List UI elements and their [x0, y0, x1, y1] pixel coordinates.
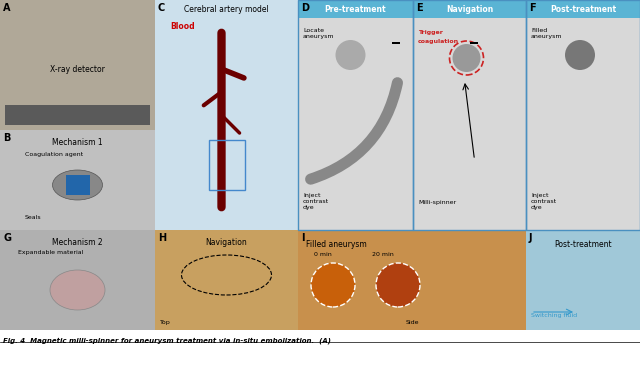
FancyBboxPatch shape — [0, 230, 155, 330]
Text: Expandable material: Expandable material — [18, 250, 83, 255]
Text: Filled
aneurysm: Filled aneurysm — [531, 28, 563, 39]
Text: Locate
aneurysm: Locate aneurysm — [303, 28, 335, 39]
Text: E: E — [416, 3, 422, 13]
Circle shape — [565, 40, 595, 70]
Bar — [298, 0, 413, 230]
Text: 0 min: 0 min — [314, 252, 332, 257]
Text: G: G — [3, 233, 11, 243]
FancyBboxPatch shape — [413, 0, 526, 18]
Text: X-ray detector: X-ray detector — [50, 65, 105, 75]
Bar — [470, 42, 478, 44]
Bar — [65, 175, 90, 195]
Ellipse shape — [50, 270, 105, 310]
Text: A: A — [3, 3, 10, 13]
Bar — [413, 0, 526, 230]
Text: Milli-spinner: Milli-spinner — [418, 200, 456, 205]
FancyBboxPatch shape — [298, 0, 413, 230]
Bar — [392, 42, 400, 44]
FancyBboxPatch shape — [298, 0, 413, 18]
FancyBboxPatch shape — [155, 0, 298, 230]
Text: Mechanism 1: Mechanism 1 — [52, 138, 103, 147]
Bar — [0, 0, 155, 130]
Circle shape — [452, 44, 481, 72]
Bar — [5, 105, 150, 125]
Bar — [209, 140, 244, 190]
Text: 20 min: 20 min — [372, 252, 394, 257]
FancyArrowPatch shape — [204, 94, 220, 105]
Text: Side: Side — [405, 320, 419, 325]
Text: Mechanism 2: Mechanism 2 — [52, 238, 103, 247]
FancyBboxPatch shape — [526, 0, 640, 18]
FancyArrowPatch shape — [224, 70, 244, 78]
FancyBboxPatch shape — [413, 0, 526, 230]
Text: Blood: Blood — [170, 22, 195, 31]
Text: F: F — [529, 3, 536, 13]
Ellipse shape — [52, 170, 102, 200]
Text: H: H — [158, 233, 166, 243]
Text: C: C — [158, 3, 165, 13]
FancyBboxPatch shape — [298, 230, 526, 330]
Text: Post-treatment: Post-treatment — [550, 4, 616, 14]
Text: Post-treatment: Post-treatment — [554, 240, 612, 249]
Text: Filled aneurysm: Filled aneurysm — [306, 240, 367, 249]
Text: Switching fluid: Switching fluid — [531, 313, 577, 318]
Text: Fig. 4  Magnetic milli-spinner for aneurysm treatment via in-situ embolization. : Fig. 4 Magnetic milli-spinner for aneury… — [3, 337, 331, 344]
Text: J: J — [529, 233, 532, 243]
Text: B: B — [3, 133, 10, 143]
Text: D: D — [301, 3, 309, 13]
FancyBboxPatch shape — [155, 230, 298, 330]
Text: Navigation: Navigation — [446, 4, 493, 14]
Text: Trigger: Trigger — [418, 30, 443, 41]
Text: Inject
contrast
dye: Inject contrast dye — [531, 193, 557, 210]
Text: Navigation: Navigation — [205, 238, 248, 247]
Text: Top: Top — [160, 320, 171, 325]
Circle shape — [376, 263, 420, 307]
Text: Seals: Seals — [25, 215, 42, 220]
FancyArrowPatch shape — [310, 83, 397, 179]
FancyBboxPatch shape — [526, 0, 640, 230]
Text: Pre-treatment: Pre-treatment — [324, 4, 387, 14]
Text: Inject
contrast
dye: Inject contrast dye — [303, 193, 329, 210]
Text: coagulation: coagulation — [418, 39, 459, 44]
Circle shape — [335, 40, 365, 70]
Text: Coagulation agent: Coagulation agent — [25, 152, 83, 157]
Bar — [413, 18, 526, 230]
Circle shape — [311, 263, 355, 307]
Text: Cerebral artery model: Cerebral artery model — [184, 5, 269, 14]
Text: I: I — [301, 233, 305, 243]
Bar — [298, 18, 413, 230]
FancyBboxPatch shape — [0, 130, 155, 230]
Bar — [526, 18, 640, 230]
FancyArrowPatch shape — [223, 117, 239, 133]
FancyBboxPatch shape — [526, 230, 640, 330]
FancyBboxPatch shape — [0, 0, 155, 130]
Bar — [526, 0, 640, 230]
